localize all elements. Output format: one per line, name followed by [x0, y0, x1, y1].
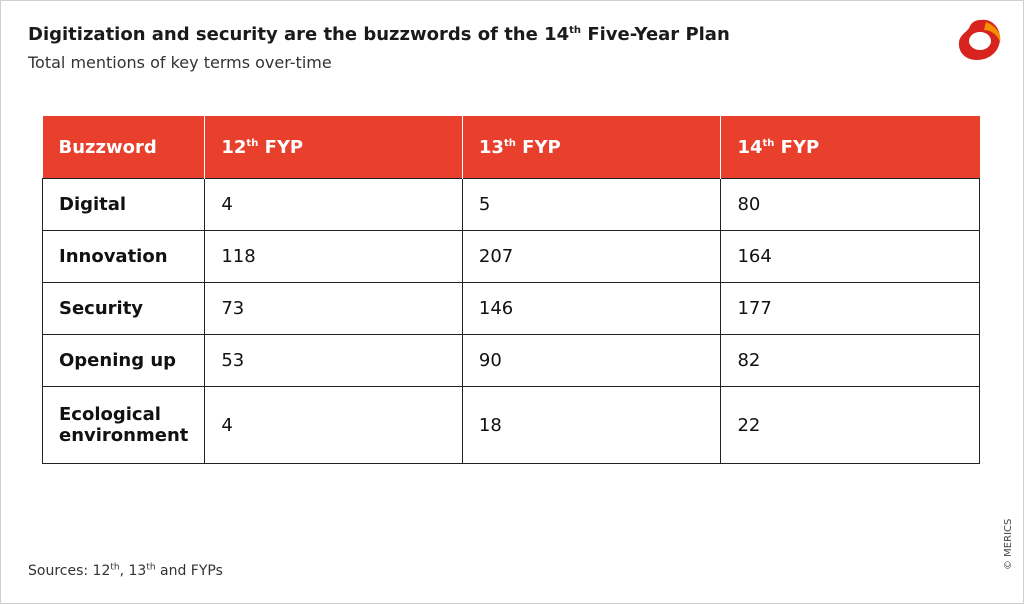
column-header: 14th FYP — [720, 116, 980, 179]
copyright-notice: © MERICS — [1003, 518, 1014, 570]
cell-value: 146 — [461, 282, 722, 335]
column-header: 12th FYP — [204, 116, 463, 179]
merics-logo-icon — [958, 19, 1001, 60]
row-label: Innovation — [41, 230, 206, 283]
cell-value: 4 — [204, 178, 463, 231]
cell-value: 82 — [720, 334, 980, 387]
cell-value: 207 — [461, 230, 722, 283]
table-row: Innovation 118 207 164 — [41, 230, 980, 283]
cell-value: 22 — [720, 386, 980, 464]
cell-value: 53 — [204, 334, 463, 387]
chart-title: Digitization and security are the buzzwo… — [28, 24, 730, 45]
cell-value: 118 — [204, 230, 463, 283]
cell-value: 164 — [720, 230, 980, 283]
column-header: Buzzword — [42, 116, 205, 179]
buzzword-table: Buzzword 12th FYP 13th FYP 14th FYP Digital… — [41, 116, 980, 464]
table-row: Opening up 53 90 82 — [41, 334, 980, 387]
table-row: Digital 4 5 80 — [41, 178, 980, 231]
row-label: Opening up — [41, 334, 206, 387]
cell-value: 4 — [204, 386, 463, 464]
cell-value: 90 — [461, 334, 722, 387]
cell-value: 80 — [720, 178, 980, 231]
row-label: Digital — [41, 178, 206, 231]
column-header: 13th FYP — [461, 116, 721, 179]
table-row: Ecological environment 4 18 22 — [41, 386, 980, 464]
cell-value: 5 — [461, 178, 722, 231]
cell-value: 177 — [720, 282, 980, 335]
table-header-row: Buzzword 12th FYP 13th FYP 14th FYP — [42, 116, 980, 179]
row-label: Ecological environment — [41, 386, 206, 464]
table-row: Security 73 146 177 — [41, 282, 980, 335]
cell-value: 73 — [204, 282, 463, 335]
chart-subtitle: Total mentions of key terms over-time — [28, 53, 332, 72]
cell-value: 18 — [461, 386, 722, 464]
table-body: Digital 4 5 80 Innovation 118 207 164 Security 73… — [41, 178, 980, 464]
source-note: Sources: 12th, 13th and FYPs — [28, 562, 223, 579]
row-label: Security — [41, 282, 206, 335]
